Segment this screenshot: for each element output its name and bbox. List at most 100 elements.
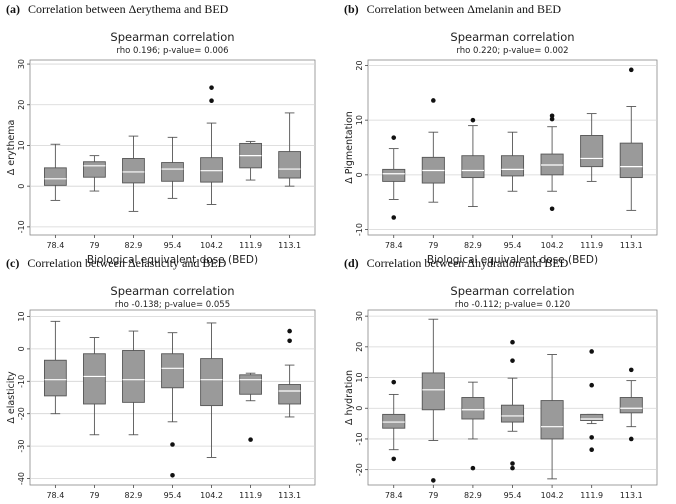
x-tick-label: 79 — [89, 241, 99, 250]
y-tick-label: 0 — [355, 406, 364, 411]
box-iqr — [200, 358, 223, 407]
y-tick-label: -30 — [17, 440, 26, 453]
outlier-point — [628, 436, 634, 442]
box-iqr — [239, 374, 262, 395]
panel-label: (b) — [344, 2, 359, 16]
panel-title-text: Correlation between Δerythema and BED — [28, 2, 229, 16]
outlier-point — [589, 382, 594, 388]
chart-subtitle: rho -0.138; p-value= 0.055 — [115, 300, 230, 310]
box-iqr — [421, 372, 445, 411]
outlier-point — [170, 442, 175, 447]
x-tick-label: 113.1 — [620, 491, 643, 500]
x-tick-label: 95.4 — [164, 491, 182, 500]
box-iqr — [382, 413, 406, 429]
y-tick-label: 0 — [17, 184, 26, 189]
x-tick-label: 78.4 — [385, 491, 403, 500]
x-tick-label: 113.1 — [278, 491, 301, 500]
outlier-point — [510, 358, 515, 363]
outlier-point — [248, 437, 253, 442]
outlier-point — [510, 461, 515, 466]
chart-title: Spearman correlation — [450, 30, 574, 44]
x-tick-label: 111.9 — [239, 491, 262, 500]
outlier-point — [589, 349, 594, 354]
outlier-point — [209, 98, 214, 103]
y-tick-label: 30 — [355, 311, 364, 321]
panel-title-text: Correlation between Δmelanin and BED — [367, 2, 562, 16]
outlier-point — [510, 339, 515, 345]
y-tick-label: 10 — [355, 372, 364, 382]
y-tick-label: -20 — [355, 463, 364, 476]
x-tick-label: 111.9 — [580, 241, 603, 250]
y-tick-label: 0 — [17, 346, 26, 351]
x-tick-label: 82.9 — [125, 241, 143, 250]
outlier-point — [287, 328, 292, 334]
outlier-point — [470, 465, 476, 471]
box-2 — [461, 117, 485, 208]
chart-title: Spearman correlation — [110, 284, 234, 298]
box-iqr — [461, 397, 485, 420]
box-4 — [540, 113, 564, 212]
box-3 — [500, 339, 525, 471]
box-2 — [122, 135, 145, 212]
box-iqr — [83, 161, 106, 178]
chart-panel-c: (c) Correlation between Δelasticity and B… — [6, 256, 316, 500]
box-6 — [278, 112, 302, 187]
x-axis-label: Biological equivalent dose (BED) — [87, 254, 258, 266]
panel-title-text: Correlation between Δelasticity and BED — [27, 256, 226, 270]
chart-title: Spearman correlation — [450, 284, 574, 298]
box-6 — [619, 67, 643, 211]
chart-title: Spearman correlation — [110, 30, 234, 44]
outlier-point — [589, 435, 594, 440]
y-tick-label: -10 — [17, 220, 26, 233]
box-5 — [580, 113, 604, 182]
box-iqr — [122, 350, 145, 403]
y-tick-label: 30 — [17, 59, 26, 69]
x-tick-label: 79 — [428, 241, 438, 250]
y-tick-label: 10 — [17, 311, 26, 321]
x-tick-label: 95.4 — [164, 241, 182, 250]
y-tick-label: 10 — [17, 140, 26, 150]
box-iqr — [278, 151, 302, 179]
box-4 — [200, 85, 223, 205]
box-iqr — [619, 397, 643, 414]
outlier-point — [628, 67, 634, 73]
outlier-point — [170, 472, 175, 478]
box-1 — [421, 318, 445, 483]
chart-panel-d: (d) Correlation between Δhydration and BE… — [344, 256, 658, 500]
box-1 — [83, 155, 106, 192]
outlier-point — [431, 478, 436, 483]
x-tick-label: 79 — [89, 491, 99, 500]
box-iqr — [580, 413, 604, 421]
box-0 — [43, 320, 67, 415]
x-tick-label: 79 — [428, 491, 438, 500]
box-iqr — [540, 400, 564, 440]
outlier-point — [391, 215, 397, 220]
y-axis-label: Δ Pigmentation — [344, 111, 355, 184]
x-tick-label: 104.2 — [541, 491, 564, 500]
outlier-point — [287, 338, 292, 344]
panel-title: (b) Correlation between Δmelanin and BED — [344, 2, 561, 16]
box-5 — [239, 140, 262, 181]
chart-subtitle: rho 0.196; p-value= 0.006 — [116, 46, 228, 56]
box-iqr — [161, 353, 184, 389]
outlier-point — [549, 113, 555, 119]
outlier-point — [209, 85, 214, 90]
x-tick-label: 111.9 — [239, 241, 262, 250]
box-2 — [461, 381, 485, 471]
x-tick-label: 104.2 — [541, 241, 564, 250]
x-tick-label: 113.1 — [620, 241, 643, 250]
box-4 — [540, 354, 564, 480]
panel-title: (d) Correlation between Δhydration and BE… — [344, 256, 569, 270]
outlier-point — [391, 456, 397, 462]
box-iqr — [580, 135, 604, 168]
y-tick-label: -10 — [355, 223, 364, 236]
panel-label: (d) — [344, 256, 359, 270]
outlier-point — [431, 98, 436, 103]
box-0 — [382, 379, 406, 462]
x-tick-label: 111.9 — [580, 491, 603, 500]
outlier-point — [628, 367, 634, 373]
panel-title-text: Correlation between Δhydration and BED — [367, 256, 569, 270]
chart-subtitle: rho -0.112; p-value= 0.120 — [455, 300, 570, 310]
box-iqr — [161, 162, 184, 182]
box-iqr — [278, 384, 302, 405]
